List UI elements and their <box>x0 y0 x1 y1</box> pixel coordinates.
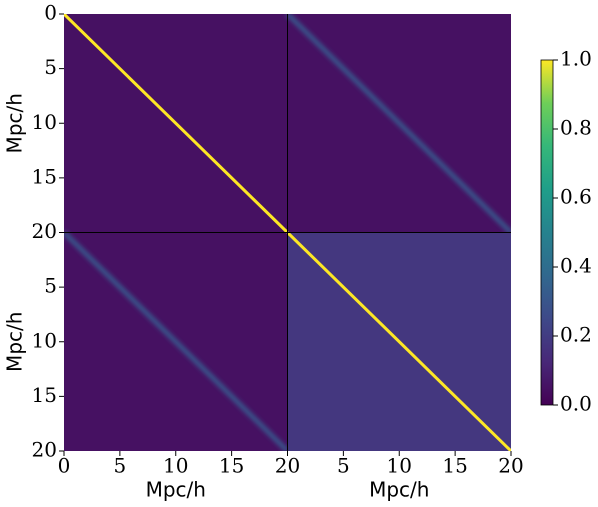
x-axis-label: Mpc/h <box>146 478 206 502</box>
y-tick-label: 20 <box>32 438 57 462</box>
y-tick-label: 20 <box>32 219 57 243</box>
y-axis-label: Mpc/h <box>3 93 27 153</box>
x-tick-label: 15 <box>442 454 467 478</box>
y-tick-label: 15 <box>32 164 57 188</box>
x-axis-label: Mpc/h <box>369 478 429 502</box>
colorbar-tick-label: 0.2 <box>560 323 592 347</box>
x-tick-label: 10 <box>163 454 188 478</box>
y-tick-label: 0 <box>44 1 57 25</box>
y-tick-label: 5 <box>44 274 57 298</box>
heatmap <box>64 14 511 451</box>
y-tick-label: 5 <box>44 55 57 79</box>
y-axis-label: Mpc/h <box>3 312 27 372</box>
diagonal <box>64 230 290 451</box>
colorbar <box>540 59 554 406</box>
colorbar-tick-label: 0.0 <box>560 392 592 416</box>
colorbar-tick-label: 0.4 <box>560 254 592 278</box>
diagonal <box>286 231 511 451</box>
x-tick-label: 20 <box>275 454 300 478</box>
y-tick-label: 10 <box>32 328 57 352</box>
colorbar-tick-label: 0.8 <box>560 116 592 140</box>
x-tick-label: 5 <box>114 454 127 478</box>
colorbar-tick-label: 0.6 <box>560 185 592 209</box>
y-tick-label: 10 <box>32 110 57 134</box>
x-tick-label: 20 <box>498 454 523 478</box>
y-tick-label: 15 <box>32 383 57 407</box>
x-tick-label: 0 <box>58 454 71 478</box>
x-tick-label: 10 <box>387 454 412 478</box>
colorbar-tick-label: 1.0 <box>560 47 592 71</box>
diagonal <box>285 14 511 235</box>
diagonal <box>64 14 289 234</box>
x-tick-label: 15 <box>219 454 244 478</box>
x-tick-label: 5 <box>337 454 350 478</box>
